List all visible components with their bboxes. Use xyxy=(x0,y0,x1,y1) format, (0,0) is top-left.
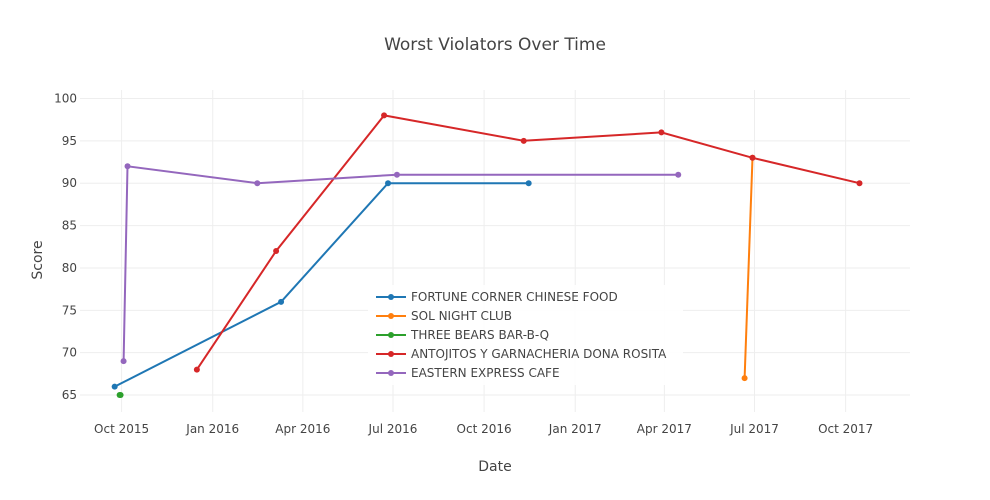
x-tick-label: Jul 2017 xyxy=(729,422,779,436)
x-tick-label: Oct 2015 xyxy=(94,422,149,436)
x-tick-label: Oct 2017 xyxy=(818,422,873,436)
y-tick-label: 65 xyxy=(62,388,77,402)
y-tick-label: 75 xyxy=(62,303,77,317)
data-point xyxy=(675,171,682,178)
y-tick-label: 80 xyxy=(62,261,77,275)
y-tick-label: 85 xyxy=(62,219,77,233)
data-point xyxy=(393,171,400,178)
series-2 xyxy=(116,392,124,399)
y-tick-label: 70 xyxy=(62,346,77,360)
data-point xyxy=(117,392,124,399)
data-point xyxy=(381,112,388,119)
legend-label: FORTUNE CORNER CHINESE FOOD xyxy=(411,290,618,304)
legend-background xyxy=(368,285,683,385)
data-point xyxy=(193,366,200,373)
data-point xyxy=(254,180,261,187)
legend-item[interactable]: THREE BEARS BAR-B-Q xyxy=(376,328,549,342)
plot-area xyxy=(111,112,863,399)
legend-label: EASTERN EXPRESS CAFE xyxy=(411,366,560,380)
data-point xyxy=(278,298,285,305)
legend-item[interactable]: FORTUNE CORNER CHINESE FOOD xyxy=(376,290,618,304)
legend-swatch-marker xyxy=(388,351,394,357)
legend[interactable]: FORTUNE CORNER CHINESE FOOD SOL NIGHT CLU… xyxy=(368,285,683,385)
legend-swatch-marker xyxy=(388,370,394,376)
data-point xyxy=(120,358,127,365)
data-point xyxy=(385,180,392,187)
x-tick-label: Jan 2017 xyxy=(548,422,602,436)
y-axis-title: Score xyxy=(30,240,46,279)
legend-item[interactable]: ANTOJITOS Y GARNACHERIA DONA ROSITA xyxy=(376,347,667,361)
legend-swatch-marker xyxy=(388,332,394,338)
axis-ticks: 65 70 75 80 85 90 95 100 Oct 2015 Jan 2016 Apr 201… xyxy=(54,91,873,436)
data-point xyxy=(124,163,131,170)
data-point xyxy=(749,154,756,161)
legend-swatch-marker xyxy=(388,313,394,319)
data-point xyxy=(525,180,532,187)
series-3 xyxy=(193,112,863,373)
x-tick-label: Jul 2016 xyxy=(368,422,418,436)
data-point xyxy=(273,248,280,254)
data-point xyxy=(111,383,118,390)
legend-label: THREE BEARS BAR-B-Q xyxy=(410,328,549,342)
chart-title: Worst Violators Over Time xyxy=(384,35,606,55)
series-line xyxy=(743,157,754,379)
legend-item[interactable]: EASTERN EXPRESS CAFE xyxy=(376,366,560,380)
data-point xyxy=(856,180,863,187)
series-line xyxy=(114,182,529,388)
x-tick-label: Oct 2016 xyxy=(457,422,512,436)
legend-item[interactable]: SOL NIGHT CLUB xyxy=(376,309,512,323)
x-tick-label: Apr 2017 xyxy=(637,422,692,436)
y-tick-label: 90 xyxy=(62,176,77,190)
legend-swatch-marker xyxy=(388,294,394,300)
legend-label: ANTOJITOS Y GARNACHERIA DONA ROSITA xyxy=(411,347,667,361)
series-4 xyxy=(120,163,682,365)
y-tick-label: 100 xyxy=(54,91,77,105)
x-tick-label: Jan 2016 xyxy=(185,422,239,436)
data-point xyxy=(520,137,527,144)
data-point xyxy=(658,129,665,136)
legend-label: SOL NIGHT CLUB xyxy=(411,309,512,323)
data-point xyxy=(741,375,748,382)
x-tick-label: Apr 2016 xyxy=(275,422,330,436)
x-axis-title: Date xyxy=(478,459,511,475)
series-0 xyxy=(111,180,532,390)
y-tick-label: 95 xyxy=(62,134,77,148)
